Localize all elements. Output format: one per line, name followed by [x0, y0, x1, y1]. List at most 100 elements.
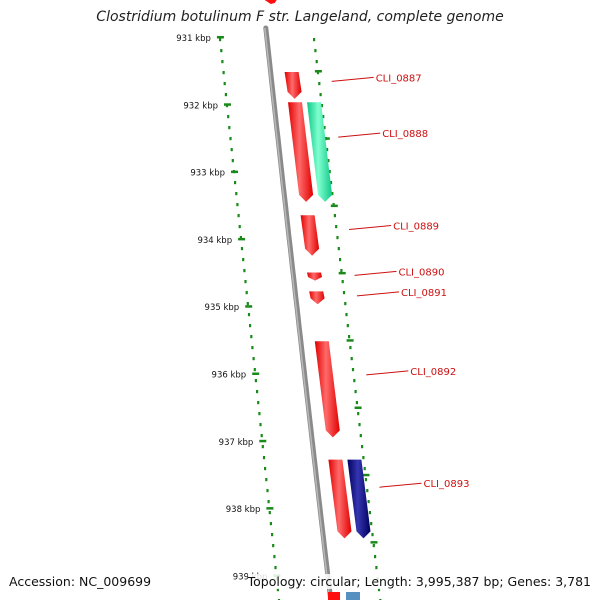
gene-features[interactable]	[284, 72, 371, 600]
tick-mark-left	[224, 103, 231, 106]
guide-dot	[364, 478, 368, 482]
tick-label: 932 kbp	[183, 101, 218, 111]
backbone-line	[263, 25, 333, 600]
guide-dot	[254, 379, 257, 383]
gene-label-leader	[338, 132, 381, 138]
guide-dot	[337, 247, 340, 251]
gene-arrow[interactable]	[347, 459, 371, 539]
guide-dot	[354, 390, 357, 394]
guide-dot	[374, 555, 377, 559]
tick-mark-left	[252, 372, 260, 375]
guide-dot	[222, 71, 225, 75]
guide-dot	[247, 313, 251, 317]
gene-arrow[interactable]	[314, 341, 340, 438]
gene-label-leader	[331, 76, 374, 82]
guide-dot	[243, 269, 246, 273]
guide-dot	[315, 60, 318, 64]
tick-mark-left	[266, 507, 274, 510]
guide-dot	[264, 467, 267, 471]
accession-text: Accession: NC_009699	[9, 574, 152, 589]
guide-dot	[245, 291, 248, 295]
gene-arrow[interactable]	[307, 272, 322, 281]
gene-arrow[interactable]	[309, 291, 325, 305]
guide-dot	[323, 126, 326, 130]
gene-label[interactable]: CLI_0889	[393, 222, 439, 233]
guide-dot	[371, 533, 374, 537]
guide-dot	[268, 511, 271, 515]
guide-dot	[368, 511, 371, 515]
guide-dot	[242, 258, 245, 262]
guide-dot	[346, 324, 349, 328]
gene-fragment	[328, 592, 340, 600]
gene-label[interactable]: CLI_0893	[424, 479, 470, 490]
guide-dot	[313, 38, 316, 42]
tick-mark-left	[238, 237, 246, 241]
guide-dot	[236, 203, 239, 207]
guide-dot	[273, 555, 276, 559]
guide-dot	[350, 357, 353, 361]
guide-dot	[269, 522, 272, 526]
guide-dot	[267, 500, 270, 504]
tick-mark-right	[370, 541, 378, 544]
guide-dot	[259, 423, 262, 427]
kbp-dotted-guides	[219, 38, 382, 600]
guide-dot	[357, 412, 360, 416]
guide-dot	[239, 236, 242, 240]
guide-dot	[370, 522, 373, 526]
guide-dot	[344, 302, 347, 306]
guide-dot	[261, 445, 264, 449]
guide-dot	[353, 379, 356, 383]
backbone-highlight	[264, 27, 331, 599]
tick-mark-right	[330, 204, 338, 208]
guide-dot	[355, 401, 358, 405]
tick-mark-right	[322, 137, 330, 140]
gene-labels[interactable]: CLI_0887 CLI_0888 CLI_0889 CLI_0890 CLI_0891…	[331, 73, 470, 490]
tick-label: 937 kbp	[219, 438, 254, 448]
gene-fragment	[264, 0, 277, 4]
tick-mark-left	[245, 305, 253, 308]
gene-label-leader	[354, 270, 397, 276]
tick-label: 933 kbp	[190, 169, 225, 179]
gene-arrow[interactable]	[300, 215, 320, 256]
gene-arrow[interactable]	[284, 72, 302, 99]
guide-dot	[265, 478, 268, 482]
guide-dot	[220, 49, 223, 53]
gene-label[interactable]: CLI_0892	[410, 367, 456, 378]
gene-label[interactable]: CLI_0887	[376, 73, 422, 84]
tick-mark-left	[259, 439, 267, 443]
guide-dot	[367, 500, 370, 504]
guide-dot	[361, 445, 364, 449]
guide-dot	[234, 181, 237, 185]
guide-dot	[274, 566, 277, 570]
tick-label: 935 kbp	[205, 303, 240, 313]
guide-dot	[358, 423, 361, 427]
tick-label: 931 kbp	[176, 34, 211, 44]
gene-arrow[interactable]	[307, 102, 333, 202]
guide-dot	[319, 93, 322, 97]
kbp-ticks: 931 kbp 932 kbp 933 kbp 934 kbp 935 kbp 936 k…	[176, 34, 378, 582]
tick-mark-left	[231, 170, 238, 174]
gene-label[interactable]: CLI_0890	[399, 267, 445, 278]
guide-dot	[227, 115, 230, 119]
guide-dot	[327, 159, 330, 163]
guide-dot	[314, 49, 317, 53]
gene-label[interactable]: CLI_0891	[401, 288, 447, 299]
guide-dot	[276, 588, 279, 592]
gene-arrow[interactable]	[288, 102, 314, 202]
guide-dot	[251, 346, 254, 350]
guide-dot	[333, 214, 336, 218]
guide-dot	[257, 401, 260, 405]
tick-mark-right	[354, 406, 362, 409]
genome-backbone	[263, 0, 333, 600]
guide-dot	[328, 170, 331, 174]
gene-label[interactable]: CLI_0888	[382, 129, 428, 140]
guide-dot	[238, 225, 241, 229]
tick-mark-left	[216, 36, 224, 39]
guide-dot	[359, 434, 362, 438]
gene-arrow[interactable]	[328, 459, 352, 539]
guide-dot	[219, 38, 222, 42]
guide-dot	[258, 412, 261, 416]
guide-dot	[252, 357, 255, 361]
guide-dot	[329, 181, 333, 185]
